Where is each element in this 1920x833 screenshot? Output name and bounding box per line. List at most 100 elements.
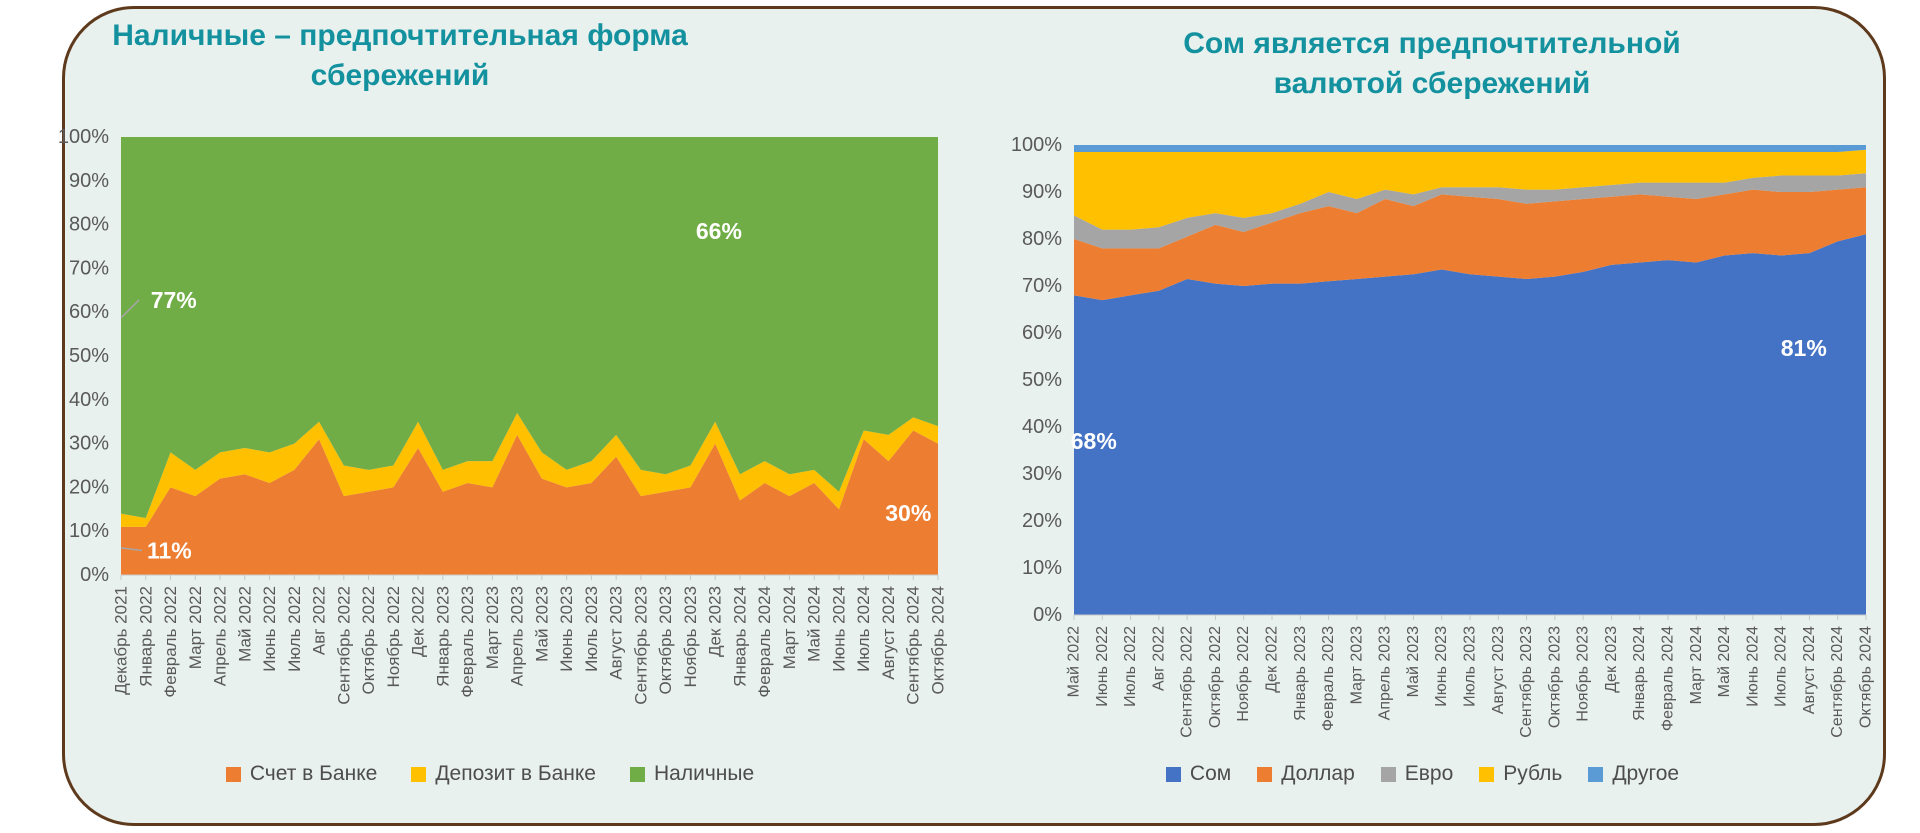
x-axis-label: Июнь 2022 bbox=[1094, 626, 1111, 707]
area-series-3 bbox=[1074, 149, 1866, 230]
right-title-line2: валютой сбережений bbox=[1273, 67, 1591, 100]
x-axis-label: Март 2023 bbox=[1348, 626, 1365, 704]
x-axis-label: Май 2022 bbox=[1066, 626, 1083, 697]
x-axis-label: Март 2022 bbox=[186, 586, 205, 669]
x-axis-label: Май 2024 bbox=[805, 586, 824, 662]
y-axis-label: 80% bbox=[69, 214, 109, 236]
legend-item: Сом bbox=[1165, 762, 1231, 786]
x-axis-label: Август 2023 bbox=[607, 586, 626, 680]
y-axis-label: 90% bbox=[1022, 181, 1062, 203]
area-series-1 bbox=[1074, 187, 1866, 301]
y-axis-label: 10% bbox=[69, 520, 109, 542]
x-axis-label: Март 2024 bbox=[780, 586, 799, 669]
x-axis-label: Октябрь 2023 bbox=[656, 586, 675, 694]
x-axis-label: Февраль 2022 bbox=[161, 586, 180, 698]
legend-swatch-icon bbox=[1165, 766, 1181, 782]
left-chart-title: Наличные – предпочтительная форма сбереж… bbox=[40, 16, 760, 96]
x-axis-label: Февраль 2023 bbox=[458, 586, 477, 698]
x-axis-label: Май 2023 bbox=[532, 586, 551, 662]
y-axis-label: 40% bbox=[1022, 416, 1062, 438]
x-axis-label: Июнь 2023 bbox=[557, 586, 576, 672]
legend-label: Счет в Банке bbox=[249, 762, 378, 785]
legend-item: Евро bbox=[1380, 762, 1454, 786]
x-axis-label: Сентябрь 2023 bbox=[631, 586, 650, 705]
x-axis-label: Дек 2022 bbox=[409, 586, 428, 657]
data-label: 30% bbox=[885, 500, 931, 526]
area-series-0 bbox=[121, 430, 938, 575]
y-axis-label: 40% bbox=[69, 389, 109, 411]
y-axis-label: 30% bbox=[69, 433, 109, 455]
left-chart-legend: Счет в Банке Депозит в Банке Наличные bbox=[30, 762, 950, 786]
x-axis-label: Июнь 2024 bbox=[1744, 626, 1761, 707]
x-axis-label: Июль 2023 bbox=[582, 586, 601, 672]
legend-swatch-icon bbox=[1479, 766, 1495, 782]
legend-item: Рубль bbox=[1479, 762, 1562, 786]
right-chart-title: Сом является предпочтительной валютой сб… bbox=[1072, 24, 1792, 104]
y-axis-label: 100% bbox=[1011, 134, 1062, 156]
x-axis-label: Дек 2023 bbox=[706, 586, 725, 657]
x-axis-label: Ноябрь 2023 bbox=[1575, 626, 1592, 722]
x-axis-label: Июль 2023 bbox=[1462, 626, 1479, 707]
x-axis-label: Сентябрь 2022 bbox=[334, 586, 353, 705]
x-axis-label: Сентябрь 2024 bbox=[904, 586, 923, 705]
legend-label: Евро bbox=[1404, 762, 1454, 785]
right-chart: 100% 90% 80% 70% 60% 50% 40% 30% 20% 10% 0% Май 202… bbox=[955, 120, 1890, 788]
x-axis-label: Авг 2022 bbox=[1150, 626, 1167, 691]
legend-swatch-icon bbox=[1257, 766, 1273, 782]
legend-item: Доллар bbox=[1257, 762, 1355, 786]
x-axis-label: Март 2024 bbox=[1688, 626, 1705, 704]
y-axis-label: 90% bbox=[69, 170, 109, 192]
x-axis-label: Дек 2023 bbox=[1603, 626, 1620, 693]
legend-label: Рубль bbox=[1503, 762, 1563, 785]
x-axis-label: Август 2024 bbox=[1801, 626, 1818, 714]
x-axis-label: Январь 2024 bbox=[730, 586, 749, 687]
legend-label: Доллар bbox=[1281, 762, 1355, 785]
x-axis-label: Ноябрь 2022 bbox=[1235, 626, 1252, 722]
x-axis-label: Февраль 2024 bbox=[1660, 626, 1677, 731]
y-axis-label: 80% bbox=[1022, 228, 1062, 250]
x-axis-label: Апрель 2023 bbox=[1377, 626, 1394, 720]
area-series-4 bbox=[1074, 145, 1866, 153]
leader-line bbox=[120, 547, 143, 552]
legend-item: Наличные bbox=[630, 762, 754, 786]
area-series-2 bbox=[121, 137, 938, 519]
x-axis-label: Дек 2022 bbox=[1264, 626, 1281, 693]
right-title-line1: Сом является предпочтительной bbox=[1183, 27, 1681, 60]
x-axis-label: Октябрь 2022 bbox=[1207, 626, 1224, 728]
x-axis-label: Июль 2022 bbox=[285, 586, 304, 672]
data-label: 68% bbox=[1071, 428, 1117, 454]
right-chart-legend: Сом Доллар Евро Рубль Другое bbox=[955, 762, 1890, 786]
x-axis-label: Июнь 2023 bbox=[1433, 626, 1450, 707]
x-axis-label: Май 2023 bbox=[1405, 626, 1422, 697]
x-axis-label: Май 2022 bbox=[235, 586, 254, 662]
legend-item: Другое bbox=[1588, 762, 1679, 786]
y-axis-label: 70% bbox=[69, 257, 109, 279]
x-axis-label: Август 2024 bbox=[879, 586, 898, 680]
left-title-line2: сбережений bbox=[310, 59, 490, 92]
y-axis-label: 50% bbox=[69, 345, 109, 367]
left-chart: 100% 90% 80% 70% 60% 50% 40% 30% 20% 10% 0% Декабрь… bbox=[30, 120, 950, 743]
legend-swatch-icon bbox=[630, 766, 645, 782]
x-axis-label: Сентябрь 2023 bbox=[1518, 626, 1535, 738]
x-axis-label: Ноябрь 2023 bbox=[681, 586, 700, 688]
x-axis-label: Авг 2022 bbox=[310, 586, 329, 655]
y-axis-label: 10% bbox=[1022, 557, 1062, 579]
x-axis-label: Май 2024 bbox=[1716, 626, 1733, 697]
y-axis-label: 50% bbox=[1022, 369, 1062, 391]
legend-label: Депозит в Банке bbox=[435, 762, 596, 785]
x-axis-label: Февраль 2023 bbox=[1320, 626, 1337, 731]
y-axis-label: 70% bbox=[1022, 275, 1062, 297]
x-axis-label: Август 2023 bbox=[1490, 626, 1507, 714]
data-label: 66% bbox=[696, 218, 742, 244]
legend-swatch-icon bbox=[1588, 766, 1604, 782]
left-title-line1: Наличные – предпочтительная форма bbox=[112, 19, 688, 52]
legend-item: Счет в Банке bbox=[225, 762, 378, 786]
x-axis-label: Октябрь 2023 bbox=[1546, 626, 1563, 728]
y-axis-label: 20% bbox=[1022, 510, 1062, 532]
data-label: 81% bbox=[1781, 335, 1827, 361]
x-axis-label: Январь 2022 bbox=[136, 586, 155, 687]
x-axis-label: Июнь 2024 bbox=[829, 586, 848, 672]
y-axis-label: 0% bbox=[80, 564, 109, 586]
data-label: 11% bbox=[147, 537, 192, 563]
